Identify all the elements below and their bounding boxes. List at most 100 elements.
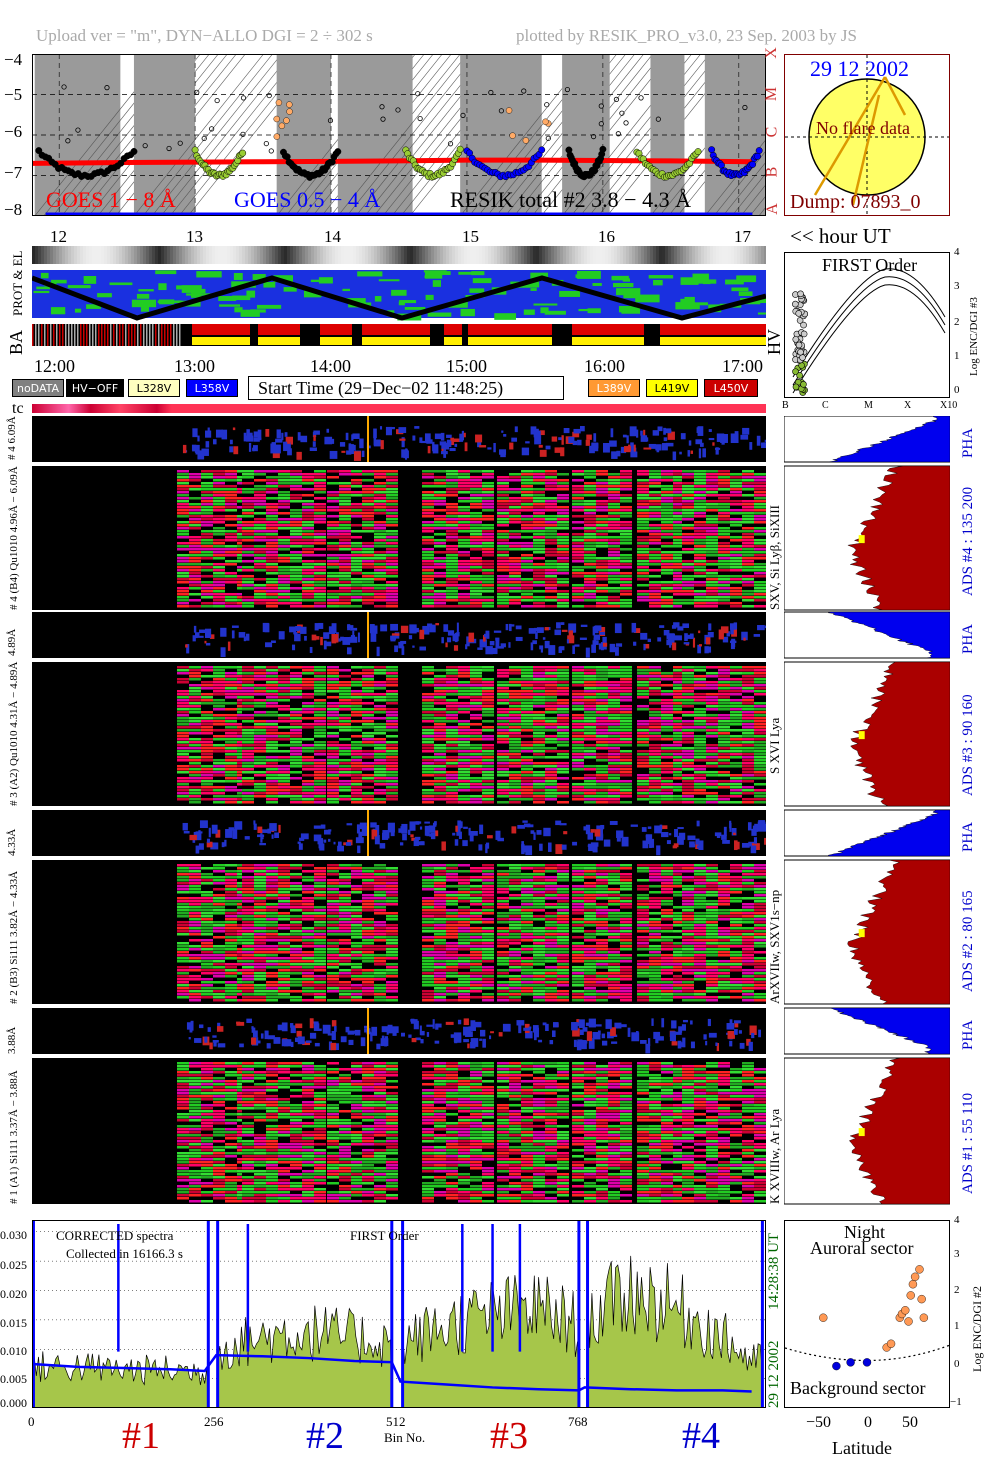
spectrogram-pixel [482, 488, 494, 491]
spectrogram-pixel [608, 506, 620, 509]
spectrogram-pixel [434, 756, 446, 759]
spectrogram-pixel [327, 738, 339, 741]
spectrogram-pixel [374, 729, 386, 732]
spectrogram-pixel [608, 539, 620, 542]
resik-orange-point [283, 117, 290, 124]
spectrogram-pixel [351, 699, 363, 702]
spectrogram-pixel [637, 560, 649, 563]
orbit-grey-bar [206, 246, 209, 264]
spectrogram-pixel [422, 536, 434, 539]
spectrogram-pixel [521, 491, 533, 494]
spectrogram-pixel [608, 533, 620, 536]
spectrogram-pixel [434, 524, 446, 527]
spectrogram-pixel [374, 792, 386, 795]
resik-point [694, 148, 702, 156]
spectrogram-pixel [266, 584, 278, 587]
spectrogram-pixel [242, 599, 254, 602]
spectrogram-pixel [242, 768, 254, 771]
spectrogram-pixel [278, 596, 290, 599]
spectrogram-pixel [434, 575, 446, 578]
spectrogram-pixel [661, 584, 673, 587]
spectrogram-pixel [482, 744, 494, 747]
spectrogram-pixel [278, 584, 290, 587]
spectrogram-pixel [497, 497, 509, 500]
spectrogram-pixel [694, 581, 706, 584]
orbit-grey-bar [491, 246, 494, 264]
spectrogram-pixel [458, 747, 470, 750]
spectrogram-pixel [482, 687, 494, 690]
spectrogram-pixel [482, 780, 494, 783]
spectrogram-pixel [314, 533, 326, 536]
spectrogram-pixel [213, 506, 225, 509]
spectrogram-pixel [213, 575, 225, 578]
spectrogram-pixel [446, 536, 458, 539]
spectrogram-pixel [620, 569, 632, 572]
spectrogram-pixel [730, 587, 742, 590]
spectrogram-pixel [351, 705, 363, 708]
spectrogram-pixel [661, 551, 673, 554]
spectrogram-pixel [422, 738, 434, 741]
spectrogram-pixel [533, 753, 545, 756]
pha-pixel [350, 627, 358, 631]
orbit-grey-bar [515, 246, 518, 264]
spectrogram-pixel [225, 578, 237, 581]
spectrogram-pixel [351, 690, 363, 693]
ba-red-segment [192, 324, 250, 335]
spectrogram-pixel [596, 479, 608, 482]
spectrogram-pixel [422, 524, 434, 527]
spectrogram-pixel [497, 675, 509, 678]
spectrogram-pixel [730, 476, 742, 479]
spectrogram-pixel [278, 494, 290, 497]
spectrogram-pixel [637, 527, 649, 530]
pha-pixel [629, 426, 637, 437]
spectrogram-pixel [497, 774, 509, 777]
pha-pixel [505, 623, 509, 631]
orbit-map-land [472, 278, 492, 284]
spectrogram-pixel [545, 575, 557, 578]
spectrogram-pixel [327, 581, 339, 584]
spectrogram-pixel [482, 578, 494, 581]
orbit-grey-bar [188, 246, 191, 264]
spectrogram-pixel [718, 509, 730, 512]
pha-pixel [726, 631, 730, 637]
spectrogram-pixel [572, 551, 584, 554]
ba-noise [95, 324, 97, 346]
fo-xtick-x10: X10 [940, 400, 958, 411]
first-order-point [797, 348, 804, 356]
spectrogram-pixel [189, 705, 201, 708]
ba-noise [122, 324, 124, 346]
spectrogram-pixel [278, 536, 290, 539]
spectrogram-pixel [254, 572, 266, 575]
spectrogram-pixel [327, 551, 339, 554]
spectrogram-pixel [189, 774, 201, 777]
pha-pixel [532, 640, 537, 645]
spectrogram-pixel [673, 482, 685, 485]
spectrogram-pixel [177, 539, 189, 542]
spectrogram-pixel [584, 666, 596, 669]
spectrogram-pixel [673, 527, 685, 530]
ba-noise [137, 324, 139, 346]
spectrogram-pixel [177, 485, 189, 488]
spectrogram-pixel [362, 666, 374, 669]
spectrogram-pixel [572, 539, 584, 542]
spectrogram-pixel [189, 512, 201, 515]
pha-pixel [246, 429, 250, 434]
spectrogram-pixel [661, 479, 673, 482]
spectrogram-pixel [620, 572, 632, 575]
spectrogram-pixel [201, 560, 213, 563]
spectrogram-pixel [434, 681, 446, 684]
orbit-grey-bar [191, 246, 194, 264]
spectrogram-pixel [422, 593, 434, 596]
spectrogram-pixel [290, 756, 302, 759]
spectrogram-pixel [422, 542, 434, 545]
spectrogram-pixel [706, 569, 718, 572]
spectrogram-pixel [177, 482, 189, 485]
spectrogram-pixel [521, 795, 533, 798]
pha-pixel [665, 442, 674, 447]
spectrogram-pixel [754, 545, 766, 548]
spectrogram-pixel [422, 801, 434, 804]
spectrogram-pixel [545, 509, 557, 512]
spectrogram-pixel [327, 699, 339, 702]
spectrogram-pixel [327, 539, 339, 542]
spectrogram-pixel [637, 512, 649, 515]
